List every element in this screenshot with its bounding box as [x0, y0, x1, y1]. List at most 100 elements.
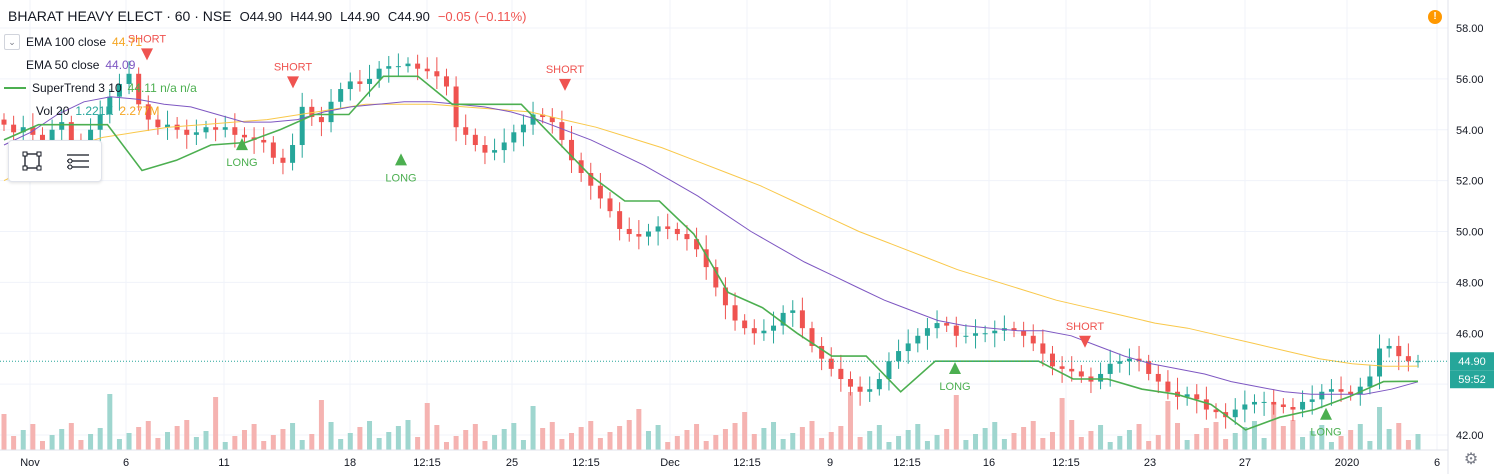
volume-bar: [165, 432, 171, 450]
candle-body: [1348, 391, 1354, 395]
candle-body: [39, 134, 45, 140]
candle-body: [857, 386, 863, 392]
short-arrow-icon: [287, 76, 299, 89]
lines-settings-icon[interactable]: [65, 148, 91, 174]
candle-body: [318, 117, 324, 123]
candle-body: [1396, 345, 1402, 357]
candle-body: [828, 358, 834, 369]
volume-bar: [49, 435, 55, 450]
volume-bar: [1300, 437, 1306, 450]
legend-value: 1.221K: [75, 103, 114, 118]
candle-body: [126, 73, 132, 84]
candle-body: [540, 114, 546, 118]
volume-bar: [1223, 439, 1229, 450]
candle-body: [492, 150, 498, 153]
candle-body: [1328, 389, 1334, 392]
volume-bar: [713, 435, 719, 450]
candle-body: [799, 310, 805, 329]
volume-bar: [116, 439, 122, 450]
candle-body: [232, 127, 238, 135]
legend-label: EMA 100 close: [26, 34, 107, 49]
candle-body: [501, 142, 507, 151]
candle-body: [1232, 409, 1238, 418]
candle-body: [963, 335, 969, 337]
volume-bar: [1405, 440, 1411, 450]
volume-bar: [1271, 404, 1277, 450]
signal-label: LONG: [385, 172, 416, 184]
rectangle-tool-icon[interactable]: [19, 148, 45, 174]
legend-value: 44.09: [105, 57, 136, 72]
candle-body: [1300, 401, 1306, 410]
legend-label: EMA 50 close: [26, 57, 100, 72]
volume-bar: [1078, 437, 1084, 450]
y-tick-label: 46.00: [1456, 328, 1484, 340]
x-tick-label: 12:15: [572, 457, 600, 469]
y-tick-label: 42.00: [1456, 430, 1484, 442]
x-tick-label: 18: [344, 457, 356, 469]
candle-body: [1319, 391, 1325, 400]
y-tick-label: 54.00: [1456, 125, 1484, 137]
candle-body: [886, 361, 892, 380]
volume-bar: [1338, 436, 1344, 450]
candle-body: [174, 124, 180, 130]
candle-body: [241, 134, 247, 138]
candle-body: [203, 127, 209, 133]
volume-bar: [1367, 441, 1373, 450]
volume-bar: [203, 431, 209, 450]
y-tick-label: 56.00: [1456, 74, 1484, 86]
close-value: C44.90: [387, 8, 430, 24]
candle-body: [915, 335, 921, 344]
x-tick-label: 12:15: [1052, 457, 1080, 469]
volume-bar: [261, 441, 267, 450]
volume-bar: [1309, 431, 1315, 450]
volume-bar: [1126, 430, 1132, 450]
volume-bar: [857, 437, 863, 450]
long-arrow-icon: [1320, 407, 1332, 420]
candle-body: [1415, 361, 1421, 363]
exclamation-icon[interactable]: !: [1428, 10, 1442, 24]
candle-body: [1251, 401, 1257, 405]
symbol-title: BHARAT HEAVY ELECT · 60 · NSE: [8, 8, 232, 24]
volume-bar: [905, 430, 911, 450]
long-arrow-icon: [395, 153, 407, 166]
candle-body: [588, 172, 594, 186]
candle-body: [1377, 348, 1383, 377]
volume-bar: [193, 437, 199, 450]
volume-bar: [732, 423, 738, 450]
volume-bar: [309, 434, 315, 450]
gear-icon[interactable]: ⚙: [1463, 451, 1479, 468]
legend-ema50[interactable]: EMA 50 close 44.09: [4, 53, 197, 76]
volume-bar: [1242, 427, 1248, 450]
volume-bar: [607, 432, 613, 450]
collapse-caret-icon[interactable]: ⌄: [4, 33, 20, 50]
volume-bar: [655, 425, 661, 450]
candle-body: [1386, 345, 1392, 349]
candle-body: [49, 129, 55, 140]
volume-bar: [809, 421, 815, 450]
volume-bar: [232, 436, 238, 450]
legend-volume[interactable]: Vol 20 1.221K 2.277M: [4, 99, 197, 122]
x-tick-label: 6: [1434, 457, 1440, 469]
volume-bar: [453, 436, 459, 450]
volume-bar: [694, 424, 700, 450]
volume-bar: [559, 439, 565, 450]
candle-body: [309, 106, 315, 118]
candle-body: [290, 145, 296, 163]
signal-label: LONG: [1310, 427, 1341, 439]
candle-body: [1049, 353, 1055, 367]
volume-bar: [145, 421, 151, 450]
candle-body: [59, 122, 65, 130]
legend-ema100[interactable]: ⌄ EMA 100 close 44.71: [4, 30, 197, 53]
candle-body: [299, 106, 305, 146]
signal-label: SHORT: [274, 61, 313, 73]
candle-body: [1405, 356, 1411, 362]
candle-body: [761, 330, 767, 334]
legend-supertrend[interactable]: SuperTrend 3 10 44.11 n/a n/a: [4, 76, 197, 99]
low-value: L44.90: [340, 8, 380, 24]
candle-body: [1021, 330, 1027, 336]
volume-bar: [886, 442, 892, 450]
signal-markers: SHORT LONG SHORT LONG SHORT LONG SHORT LONG: [128, 33, 1342, 438]
volume-bar: [299, 440, 305, 450]
